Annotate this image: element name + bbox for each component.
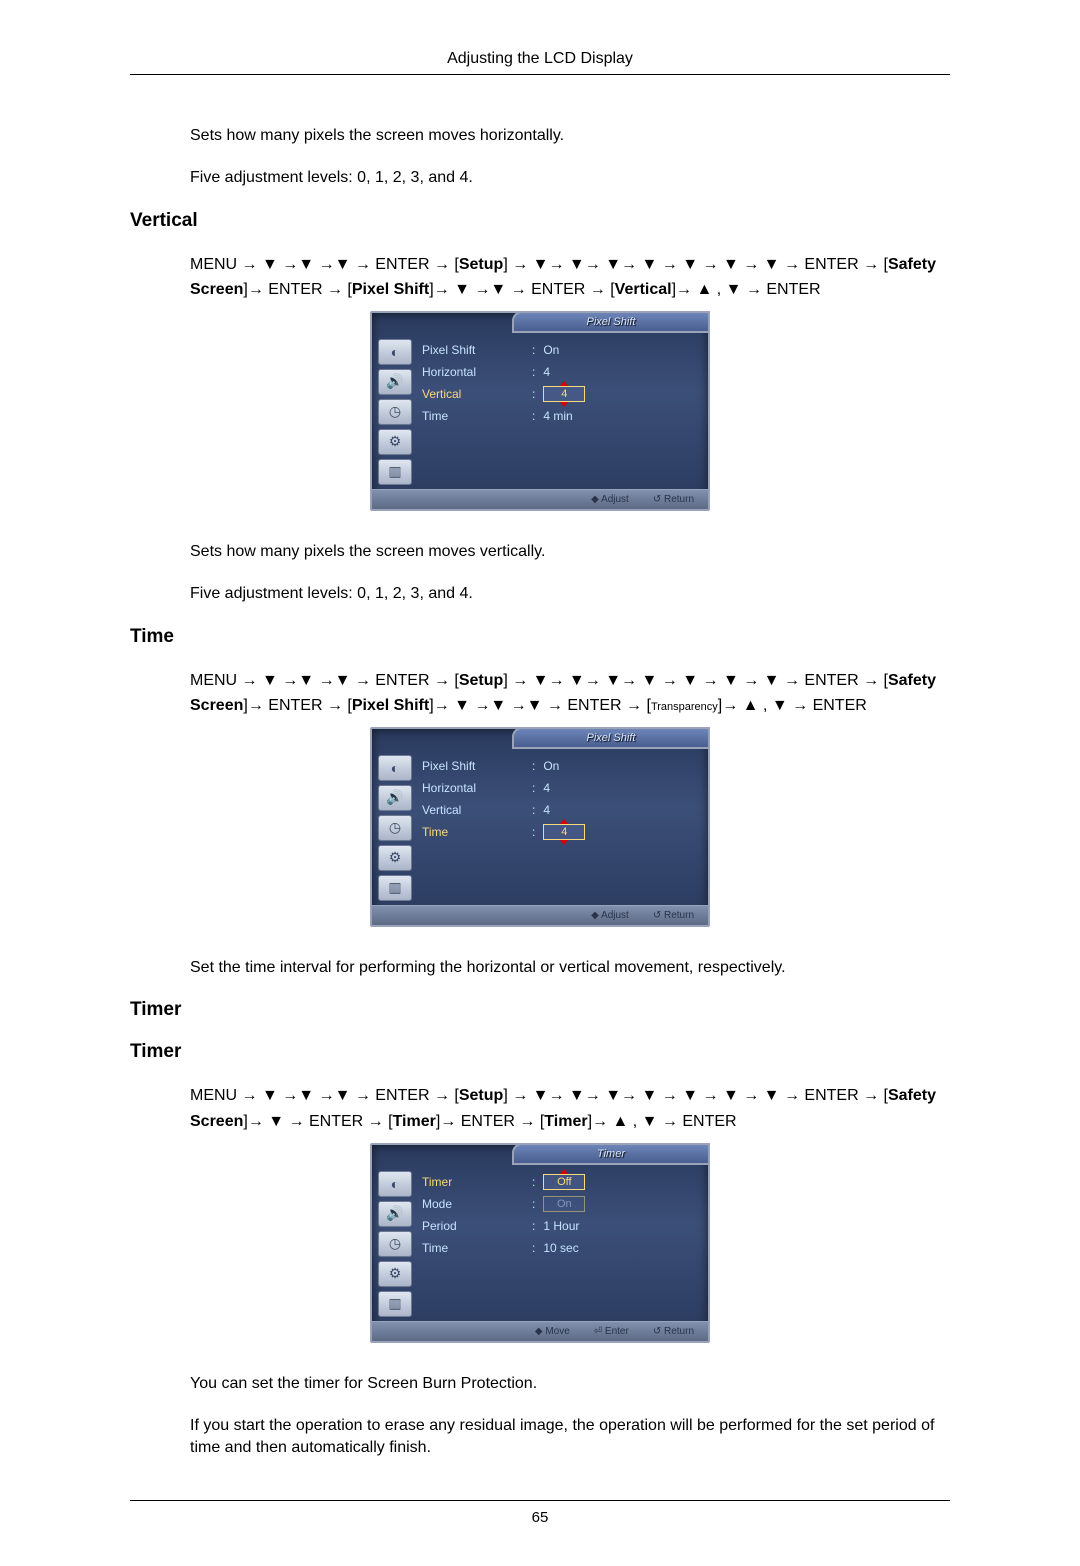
osd-title: Pixel Shift <box>512 311 710 333</box>
timer-desc-1: You can set the timer for Screen Burn Pr… <box>190 1373 950 1395</box>
osd-footer: ◆ Move ⏎ Enter ↺ Return <box>372 1321 708 1341</box>
osd-footer: ◆ Adjust ↺ Return <box>372 489 708 509</box>
osd-row-selected[interactable]: Time :4 <box>422 821 700 843</box>
multi-icon: ▥ <box>378 459 412 485</box>
horiz-desc-2: Five adjustment levels: 0, 1, 2, 3, and … <box>190 167 950 189</box>
section-vertical-heading: Vertical <box>130 210 950 232</box>
osd-rows: Pixel Shift :On Horizontal :4 Vertical :… <box>418 333 708 489</box>
osd-rows: Timer :Off Mode :On Period :1 Hour Time … <box>418 1165 708 1321</box>
timer-nav-seq: MENU → ▼ →▼ →▼ → ENTER → [Setup] → ▼→ ▼→… <box>190 1083 950 1134</box>
osd-footer-return: ↺ Return <box>653 1326 694 1337</box>
osd-footer-return: ↺ Return <box>653 910 694 921</box>
osd-footer-adjust: ◆ Adjust <box>591 494 629 505</box>
picture-icon: ◐ <box>378 339 412 365</box>
multi-icon: ▥ <box>378 1291 412 1317</box>
vertical-desc-1: Sets how many pixels the screen moves ve… <box>190 541 950 563</box>
osd-row[interactable]: Period :1 Hour <box>422 1215 700 1237</box>
osd-row[interactable]: Mode :On <box>422 1193 700 1215</box>
horiz-desc-1: Sets how many pixels the screen moves ho… <box>190 125 950 147</box>
timer-desc-2: If you start the operation to erase any … <box>190 1415 950 1460</box>
osd-title: Timer <box>512 1143 710 1165</box>
osd-title: Pixel Shift <box>512 727 710 749</box>
sound-icon: 🔊 <box>378 785 412 811</box>
osd-footer-enter: ⏎ Enter <box>594 1326 629 1337</box>
osd-icon-column: ◐ 🔊 ◷ ⚙ ▥ <box>372 333 418 489</box>
osd-rows: Pixel Shift :On Horizontal :4 Vertical :… <box>418 749 708 905</box>
osd-row[interactable]: Pixel Shift :On <box>422 339 700 361</box>
osd-icon-column: ◐ 🔊 ◷ ⚙ ▥ <box>372 749 418 905</box>
time-nav-seq: MENU → ▼ →▼ →▼ → ENTER → [Setup] → ▼→ ▼→… <box>190 668 950 719</box>
vertical-nav-seq: MENU → ▼ →▼ →▼ → ENTER → [Setup] → ▼→ ▼→… <box>190 252 950 303</box>
osd-row-selected[interactable]: Timer :Off <box>422 1171 700 1193</box>
sound-icon: 🔊 <box>378 369 412 395</box>
clock-icon: ◷ <box>378 1231 412 1257</box>
osd-icon-column: ◐ 🔊 ◷ ⚙ ▥ <box>372 1165 418 1321</box>
clock-icon: ◷ <box>378 399 412 425</box>
section-timer-heading-2: Timer <box>130 1041 950 1063</box>
setup-icon: ⚙ <box>378 429 412 455</box>
osd-footer-move: ◆ Move <box>535 1326 570 1337</box>
page-number: 65 <box>130 1500 950 1526</box>
osd-panel-vertical: Pixel Shift ◐ 🔊 ◷ ⚙ ▥ Pixel Shift :On Ho… <box>370 311 710 511</box>
section-timer-heading-1: Timer <box>130 999 950 1021</box>
osd-footer-adjust: ◆ Adjust <box>591 910 629 921</box>
osd-footer: ◆ Adjust ↺ Return <box>372 905 708 925</box>
osd-footer-return: ↺ Return <box>653 494 694 505</box>
section-time-heading: Time <box>130 626 950 648</box>
osd-row[interactable]: Vertical :4 <box>422 799 700 821</box>
sound-icon: 🔊 <box>378 1201 412 1227</box>
vertical-desc-2: Five adjustment levels: 0, 1, 2, 3, and … <box>190 583 950 605</box>
osd-panel-timer: Timer ◐ 🔊 ◷ ⚙ ▥ Timer :Off Mode :On Pe <box>370 1143 710 1343</box>
page-header: Adjusting the LCD Display <box>130 50 950 75</box>
osd-row[interactable]: Time :4 min <box>422 405 700 427</box>
osd-row-selected[interactable]: Vertical :4 <box>422 383 700 405</box>
setup-icon: ⚙ <box>378 1261 412 1287</box>
multi-icon: ▥ <box>378 875 412 901</box>
clock-icon: ◷ <box>378 815 412 841</box>
osd-row[interactable]: Time :10 sec <box>422 1237 700 1259</box>
osd-panel-time: Pixel Shift ◐ 🔊 ◷ ⚙ ▥ Pixel Shift :On Ho… <box>370 727 710 927</box>
picture-icon: ◐ <box>378 755 412 781</box>
osd-row[interactable]: Horizontal :4 <box>422 777 700 799</box>
osd-row[interactable]: Horizontal :4 <box>422 361 700 383</box>
osd-row[interactable]: Pixel Shift :On <box>422 755 700 777</box>
time-desc: Set the time interval for performing the… <box>190 957 950 979</box>
picture-icon: ◐ <box>378 1171 412 1197</box>
setup-icon: ⚙ <box>378 845 412 871</box>
